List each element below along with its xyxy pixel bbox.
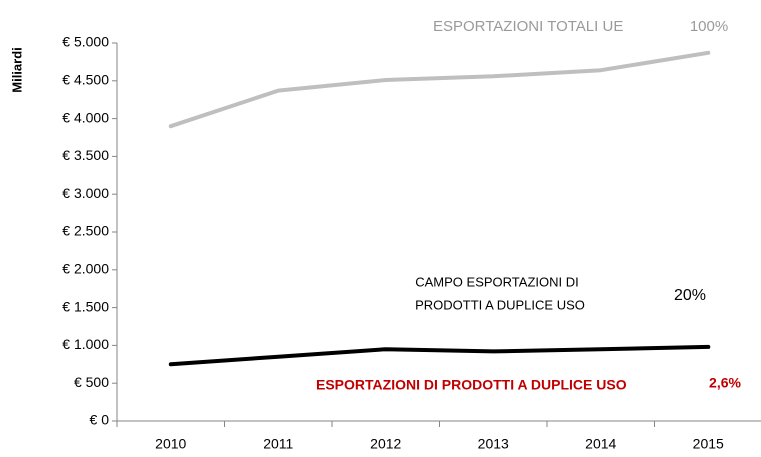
x-tick-label: 2011 bbox=[263, 436, 293, 452]
y-tick-label: € 3.500 bbox=[62, 147, 109, 163]
y-tick-label: € 4.500 bbox=[62, 72, 109, 88]
series-label: ESPORTAZIONI DI PRODOTTI A DUPLICE USO bbox=[316, 377, 627, 393]
x-tick-label: 2010 bbox=[155, 436, 186, 452]
x-tick-label: 2013 bbox=[478, 436, 509, 452]
annotation: PRODOTTI A DUPLICE USO bbox=[415, 297, 585, 312]
y-tick-label: € 500 bbox=[74, 374, 109, 390]
annotation: 2,6% bbox=[709, 375, 741, 391]
y-tick-label: € 5.000 bbox=[62, 34, 109, 50]
x-tick-label: 2014 bbox=[585, 436, 616, 452]
series-line bbox=[168, 50, 711, 129]
series-label: ESPORTAZIONI TOTALI UE bbox=[433, 18, 623, 35]
y-tick-label: € 3.000 bbox=[62, 185, 109, 201]
annotation: CAMPO ESPORTAZIONI DI bbox=[415, 274, 578, 289]
y-tick-label: € 1.500 bbox=[62, 298, 109, 314]
annotation: 20% bbox=[674, 287, 706, 304]
y-tick-label: € 1.000 bbox=[62, 336, 109, 352]
y-tick-label: € 0 bbox=[90, 412, 110, 428]
y-tick-label: € 2.500 bbox=[62, 223, 109, 239]
series-line bbox=[168, 344, 711, 367]
y-tick-label: € 2.000 bbox=[62, 261, 109, 277]
y-axis-title: Miliardi bbox=[9, 47, 24, 93]
x-tick-label: 2012 bbox=[370, 436, 401, 452]
annotation: 100% bbox=[690, 18, 728, 35]
x-tick-label: 2015 bbox=[693, 436, 724, 452]
y-tick-label: € 4.000 bbox=[62, 109, 109, 125]
